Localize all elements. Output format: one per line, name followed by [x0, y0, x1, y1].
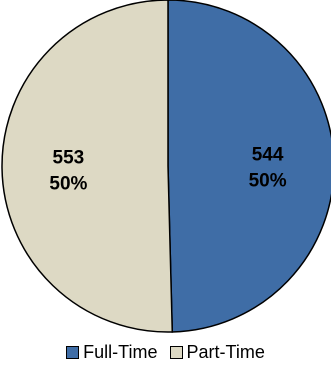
legend-swatch-part-time: [169, 346, 183, 359]
legend-swatch-full-time: [66, 346, 80, 359]
pie-plot-area: 544 50% 553 50%: [1, 0, 331, 333]
legend: Full-Time Part-Time: [0, 342, 331, 363]
slice-value-label-full-time: 544: [252, 145, 284, 166]
pie-slice-part-time: [1, 0, 174, 333]
slice-percent-label-full-time: 50%: [249, 171, 287, 192]
legend-label-part-time: Part-Time: [186, 342, 265, 362]
legend-label-full-time: Full-Time: [83, 342, 158, 362]
slice-percent-label-part-time: 50%: [49, 173, 87, 194]
legend-item-part-time: Part-Time: [169, 342, 265, 363]
slice-value-label-part-time: 553: [53, 147, 85, 168]
legend-item-full-time: Full-Time: [66, 342, 158, 363]
pie-slice-full-time: [167, 0, 331, 333]
